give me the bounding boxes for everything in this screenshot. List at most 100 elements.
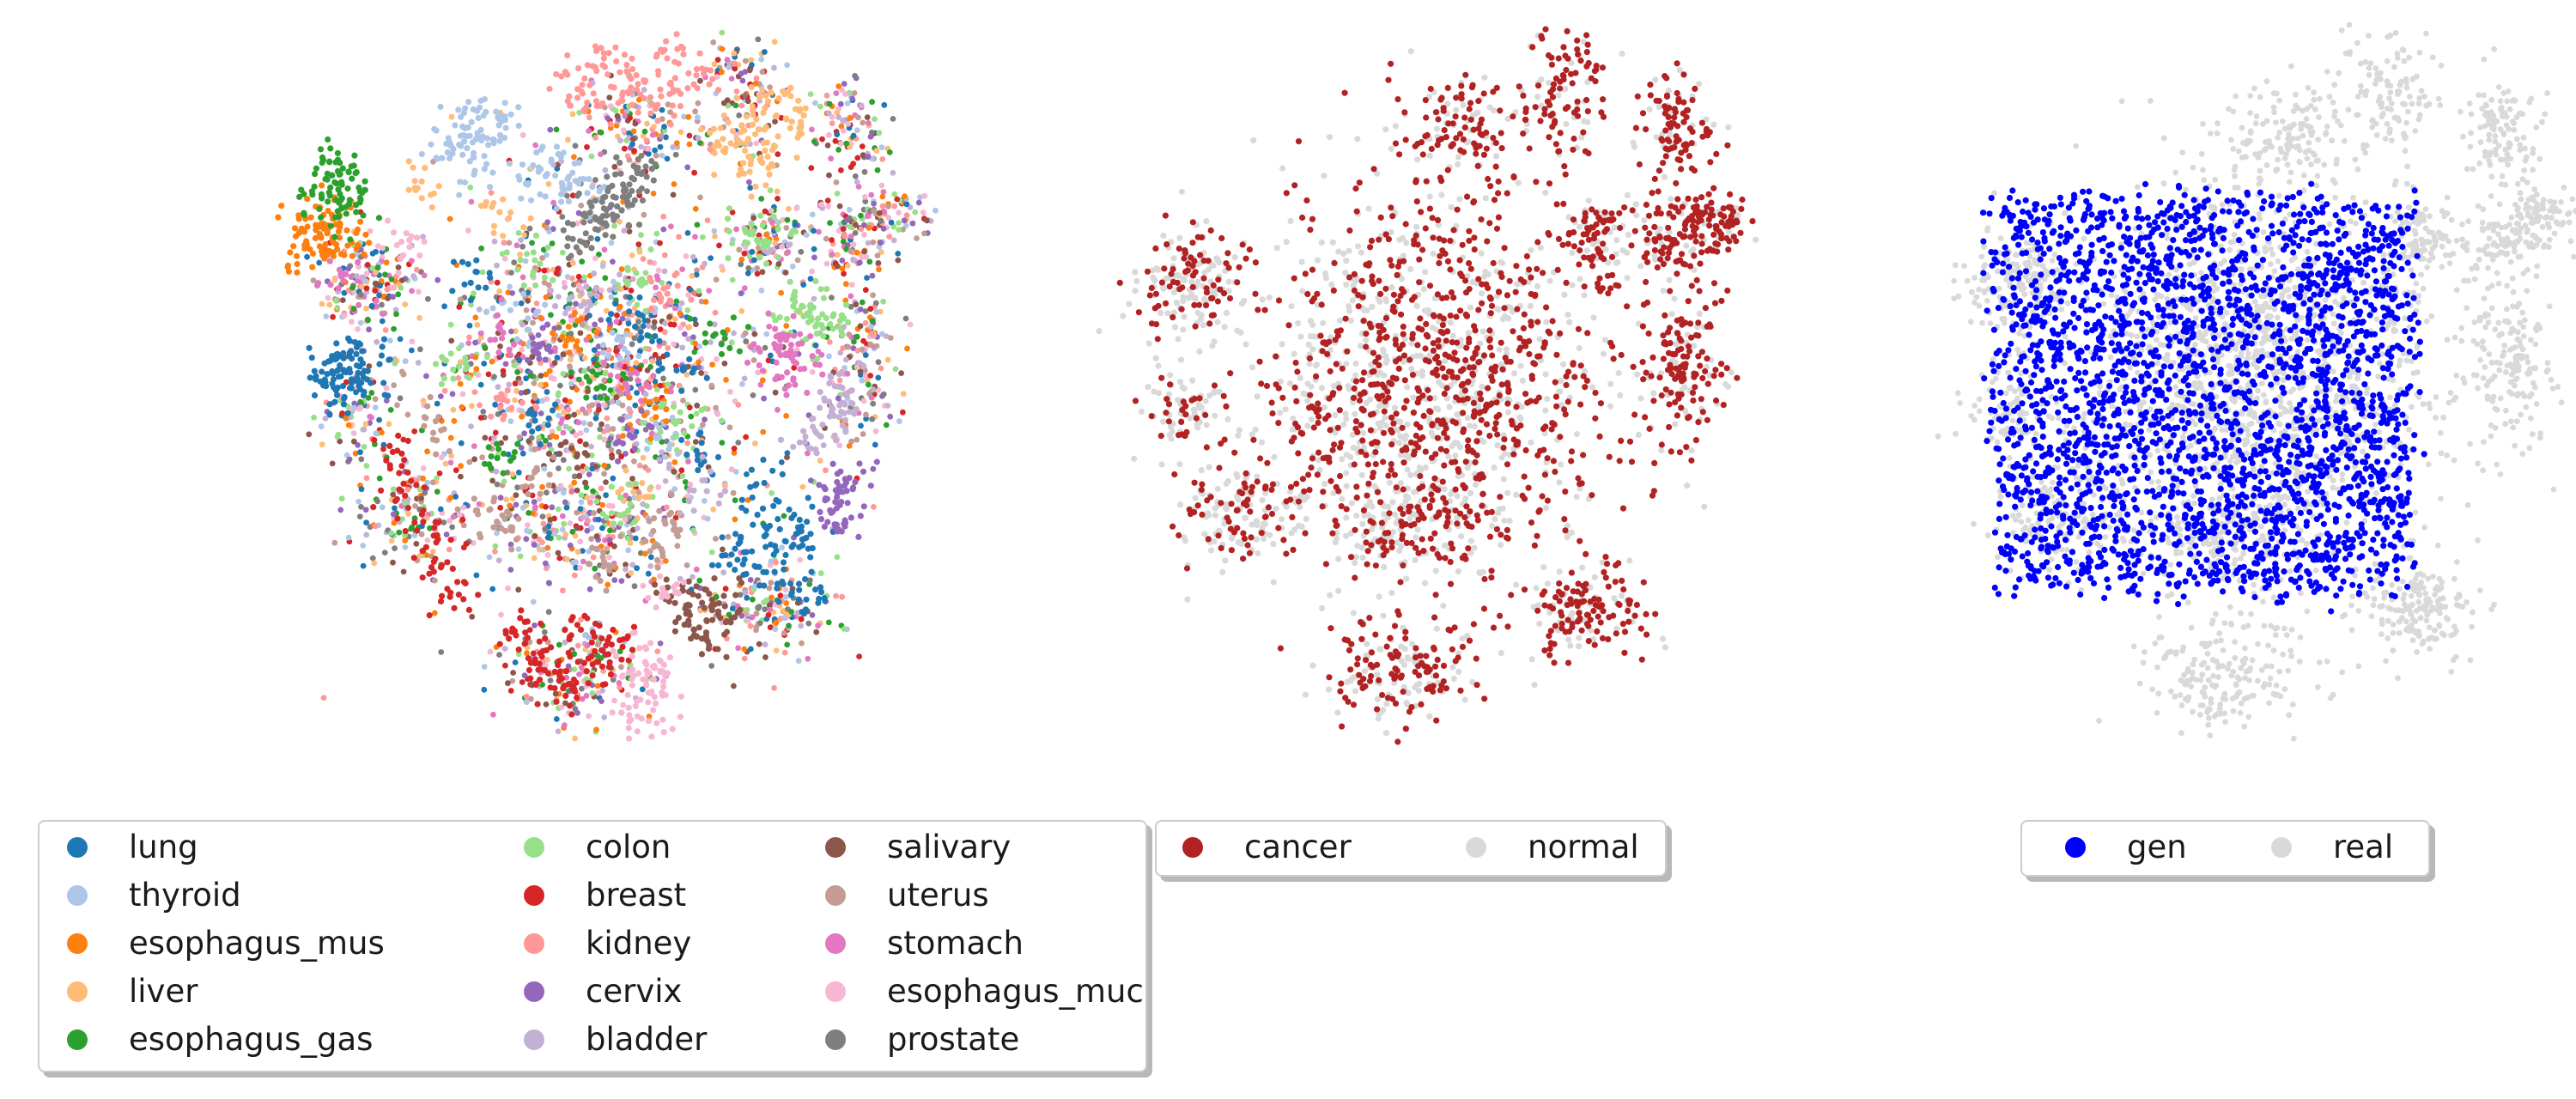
point-lung	[761, 479, 768, 487]
point-lung	[719, 552, 726, 559]
point-kidney	[504, 387, 511, 394]
point-liver	[635, 495, 642, 501]
point-lung	[379, 318, 386, 325]
point-esophagus_gas	[347, 236, 354, 243]
point-thyroid	[532, 312, 539, 319]
point-thyroid	[481, 664, 488, 670]
point-salivary	[715, 600, 723, 607]
point-bladder	[817, 404, 823, 411]
point-thyroid	[523, 699, 530, 706]
point-liver	[520, 224, 527, 231]
point-liver	[725, 119, 732, 126]
point-uterus	[588, 536, 594, 542]
point-cervix	[841, 483, 848, 489]
point-bladder	[506, 381, 513, 388]
point-lung	[644, 332, 651, 339]
point-breast	[494, 279, 501, 286]
point-esophagus_muc	[648, 733, 655, 740]
point-cervix	[523, 536, 530, 543]
point-esophagus_gas	[434, 489, 440, 495]
point-kidney	[600, 55, 607, 62]
point-kidney	[707, 67, 714, 74]
point-thyroid	[539, 143, 546, 150]
point-lung	[348, 376, 355, 383]
point-thyroid	[471, 167, 478, 174]
point-lung	[864, 275, 870, 281]
point-liver	[764, 153, 771, 161]
point-liver	[572, 532, 579, 539]
point-uterus	[753, 610, 760, 617]
point-uterus	[600, 549, 607, 556]
point-breast	[462, 580, 469, 587]
point-salivary	[734, 609, 741, 616]
point-cervix	[684, 164, 691, 171]
point-bladder	[679, 344, 686, 351]
point-liver	[792, 106, 799, 112]
point-bladder	[827, 373, 835, 380]
point-prostate	[692, 386, 699, 393]
point-colon	[762, 260, 770, 267]
point-breast	[518, 607, 525, 614]
point-kidney	[578, 616, 584, 622]
point-esophagus_muc	[380, 245, 386, 252]
point-breast	[393, 495, 400, 502]
point-lung	[695, 452, 702, 458]
point-thyroid	[873, 308, 880, 315]
point-lung	[776, 525, 783, 533]
point-salivary	[701, 604, 708, 611]
point-stomach	[559, 416, 566, 422]
point-bladder	[837, 349, 844, 356]
point-liver	[507, 209, 514, 216]
point-esophagus_mus	[320, 225, 327, 232]
point-uterus	[646, 518, 653, 525]
point-uterus	[454, 506, 461, 513]
point-colon	[748, 221, 755, 228]
point-thyroid	[758, 287, 765, 294]
point-breast	[553, 270, 560, 276]
point-breast	[363, 285, 370, 292]
point-esophagus_gas	[691, 349, 698, 355]
point-thyroid	[631, 495, 638, 501]
point-colon	[537, 260, 544, 267]
point-thyroid	[625, 547, 632, 554]
point-lung	[592, 415, 599, 422]
point-esophagus_mus	[336, 234, 343, 241]
point-kidney	[363, 475, 370, 482]
point-breast	[592, 647, 598, 655]
point-stomach	[354, 277, 361, 284]
point-prostate	[736, 112, 743, 118]
point-cervix	[638, 407, 645, 415]
point-prostate	[890, 116, 896, 122]
point-liver	[628, 570, 635, 576]
point-esophagus_muc	[577, 538, 584, 545]
point-prostate	[755, 36, 762, 43]
point-esophagus_mus	[574, 338, 580, 344]
point-lung	[330, 376, 337, 383]
point-breast	[515, 647, 522, 653]
point-colon	[456, 363, 463, 370]
point-bladder	[629, 276, 636, 282]
point-esophagus_gas	[826, 100, 833, 107]
point-colon	[532, 232, 539, 239]
point-esophagus_gas	[688, 413, 695, 420]
point-liver	[748, 157, 755, 164]
point-kidney	[684, 85, 691, 92]
point-lung	[304, 253, 310, 260]
point-stomach	[450, 513, 457, 520]
point-liver	[483, 198, 489, 205]
point-lung	[532, 417, 538, 424]
point-prostate	[586, 209, 593, 216]
point-thyroid	[784, 62, 790, 69]
point-cervix	[822, 486, 829, 493]
point-liver	[617, 286, 624, 292]
point-colon	[555, 506, 562, 513]
point-bladder	[495, 557, 502, 564]
point-breast	[678, 467, 685, 474]
point-lung	[612, 301, 619, 307]
point-colon	[762, 238, 769, 245]
point-bladder	[825, 398, 833, 405]
point-esophagus_muc	[460, 504, 467, 511]
point-esophagus_muc	[714, 74, 720, 80]
point-thyroid	[553, 205, 560, 212]
point-thyroid	[457, 179, 464, 185]
